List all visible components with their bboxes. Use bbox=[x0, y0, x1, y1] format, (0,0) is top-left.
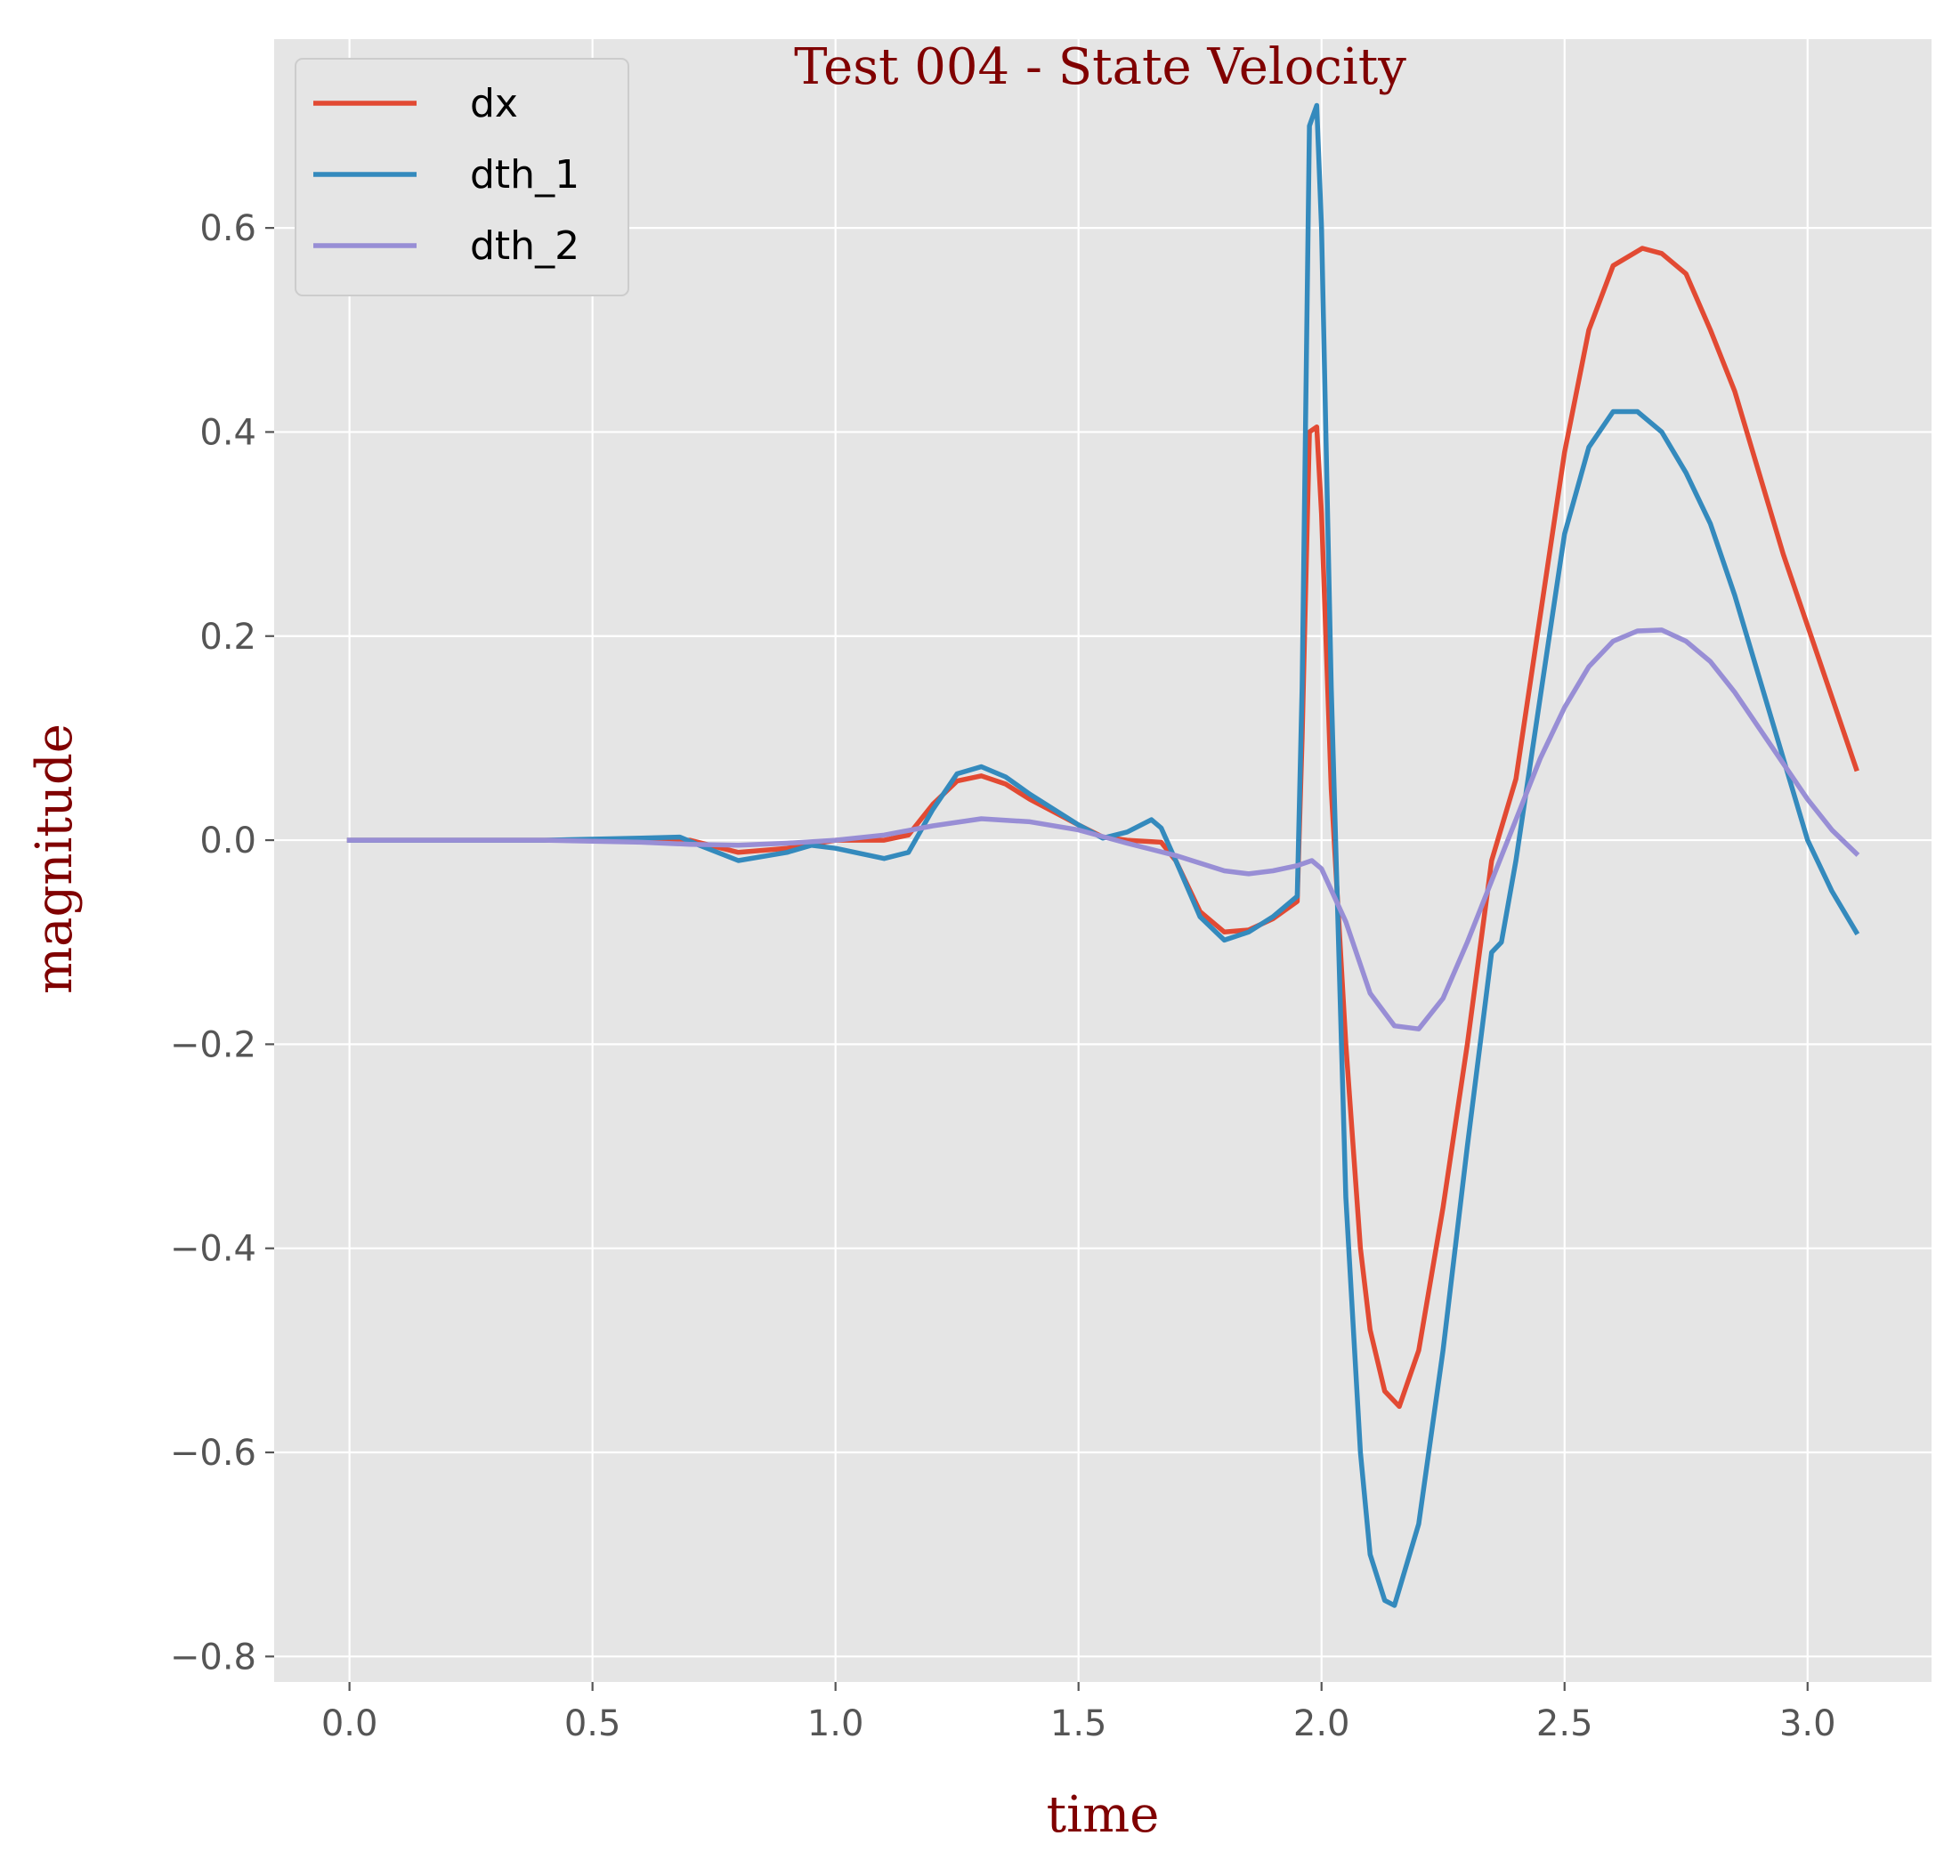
y-tick-label: −0.8 bbox=[170, 1637, 256, 1678]
y-tick-label: 0.2 bbox=[199, 617, 256, 658]
x-tick-label: 3.0 bbox=[1779, 1703, 1836, 1744]
y-tick-label: −0.4 bbox=[170, 1229, 256, 1270]
grid-lines bbox=[274, 39, 1932, 1682]
legend-box bbox=[295, 58, 629, 296]
series-line-dth-2 bbox=[346, 627, 1860, 1031]
x-ticks: 0.0 0.5 1.0 1.5 2.0 2.5 3.0 bbox=[321, 1682, 1836, 1744]
series-line-dx bbox=[346, 246, 1859, 1410]
chart-title: Test 004 - State Velocity bbox=[794, 38, 1406, 96]
y-tick-label: 0.6 bbox=[199, 208, 256, 249]
y-tick-label: −0.2 bbox=[170, 1024, 256, 1065]
legend: dx dth_1 dth_2 bbox=[295, 58, 629, 296]
y-tick-label: 0.0 bbox=[199, 821, 256, 861]
x-tick-label: 2.5 bbox=[1536, 1703, 1593, 1744]
legend-label-dth-1: dth_1 bbox=[470, 152, 579, 198]
y-tick-label: −0.6 bbox=[170, 1433, 256, 1474]
y-tick-label: 0.4 bbox=[199, 412, 256, 453]
series-line-dth-1 bbox=[346, 102, 1860, 1608]
series-lines bbox=[346, 102, 1860, 1608]
x-tick-label: 2.0 bbox=[1293, 1703, 1350, 1744]
x-tick-label: 1.0 bbox=[807, 1703, 864, 1744]
y-ticks: −0.8 −0.6 −0.4 −0.2 0.0 0.2 0.4 0.6 bbox=[170, 208, 274, 1678]
legend-label-dth-2: dth_2 bbox=[470, 223, 579, 269]
x-tick-label: 0.5 bbox=[564, 1703, 621, 1744]
x-axis-title: time bbox=[1047, 1786, 1160, 1844]
x-tick-label: 1.5 bbox=[1050, 1703, 1107, 1744]
plot-background bbox=[274, 39, 1932, 1682]
y-axis-title: magnitude bbox=[26, 724, 84, 994]
x-tick-label: 0.0 bbox=[321, 1703, 378, 1744]
legend-label-dx: dx bbox=[470, 81, 518, 126]
